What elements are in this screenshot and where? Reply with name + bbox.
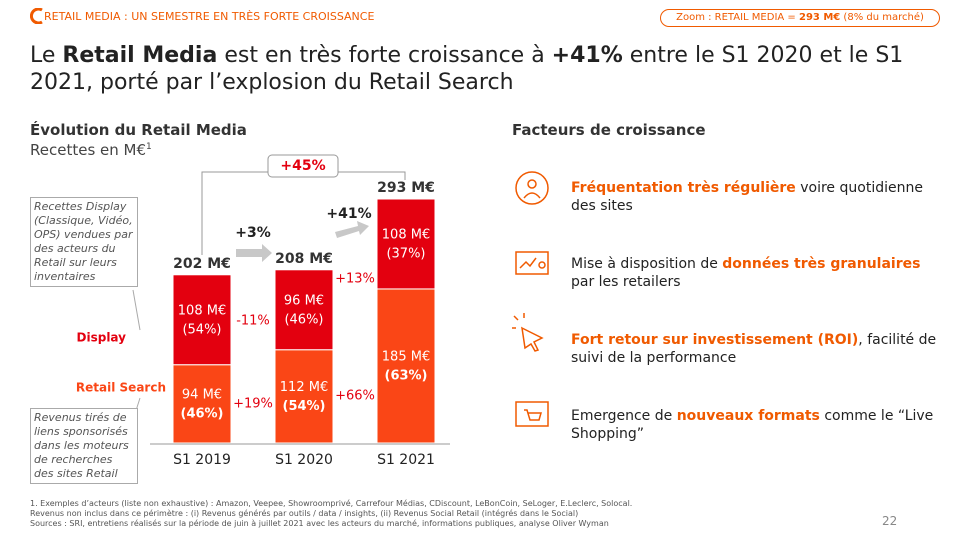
text: Emergence de (571, 408, 677, 424)
bar-segment (172, 274, 232, 366)
text: , facilité de suivi de la performance (571, 332, 937, 366)
bold-text: Fréquentation très régulière (571, 180, 796, 196)
bar-segment (274, 269, 334, 351)
share-label: (54%) (182, 322, 221, 337)
bold-text: 293 M€ (798, 12, 841, 23)
slide-title: Le Retail Media est en très forte croiss… (30, 42, 950, 96)
page-number: 22 (882, 514, 898, 528)
bar-segment (376, 288, 436, 444)
x-tick-label: S1 2019 (173, 452, 231, 468)
bold-text: données très granulaires (722, 256, 921, 272)
text: est en très forte croissance à (217, 43, 552, 68)
series-note: Revenus tirés de liens sponsorisés dans … (30, 408, 138, 484)
factor-item: Fréquentation très régulière voire quoti… (571, 179, 941, 215)
text: par les retailers (571, 274, 681, 290)
chart-title: Évolution du Retail Media (30, 121, 247, 139)
value-label: 108 M€ (178, 303, 226, 318)
share-label: (46%) (284, 312, 323, 327)
footnote: Revenus non inclus dans ce périmètre : (… (30, 509, 579, 518)
section-label: RETAIL MEDIA : UN SEMESTRE EN TRÈS FORTE… (44, 10, 375, 23)
bracket (201, 171, 268, 255)
share-label: (63%) (385, 368, 428, 383)
bracket (338, 171, 406, 180)
bold-text: nouveaux formats (676, 408, 820, 424)
total-growth-label: +41% (326, 206, 371, 222)
legend-label: Display (77, 331, 127, 345)
bold-text: Retail Media (62, 43, 218, 68)
legend-label: Retail Search (76, 381, 166, 395)
text: comme le “Live Shopping” (571, 408, 934, 442)
growth-label: +66% (335, 389, 375, 404)
series-note: Recettes Display (Classique, Vidéo, OPS)… (30, 197, 138, 287)
factor-item: Mise à disposition de données très granu… (571, 255, 941, 291)
factor-item: Emergence de nouveaux formats comme le “… (571, 407, 941, 443)
value-label: 185 M€ (382, 349, 430, 364)
value-label: 112 M€ (280, 380, 328, 395)
bar-segment (172, 364, 232, 444)
text: Zoom : RETAIL MEDIA = (676, 12, 799, 23)
footnote: Sources : SRI, entretiens réalisés sur l… (30, 519, 609, 528)
growth-label: -11% (236, 314, 270, 329)
text: Mise à disposition de (571, 256, 723, 272)
growth-label: +13% (335, 272, 375, 287)
factor-item: Fort retour sur investissement (ROI), fa… (571, 331, 941, 367)
zoom-box: Zoom : RETAIL MEDIA = 293 M€ (8% du marc… (660, 9, 940, 27)
bracket-box (267, 154, 339, 178)
subtitle-text: Recettes en M€ (30, 141, 147, 159)
text: entre le S1 2020 et le S1 2021, porté pa… (30, 43, 904, 95)
bold-text: +41% (551, 43, 623, 68)
share-label: (37%) (386, 246, 425, 261)
share-label: (54%) (283, 399, 326, 414)
total-label: 293 M€ (377, 180, 435, 196)
total-label: 208 M€ (275, 251, 333, 267)
footnote: 1. Exemples d’acteurs (liste non exhaust… (30, 499, 633, 508)
icons (512, 171, 549, 427)
logo (30, 8, 43, 24)
arrow (335, 221, 369, 238)
value-label: 94 M€ (182, 387, 222, 402)
subtitle-note: 1 (146, 142, 152, 152)
text: Le (30, 43, 63, 68)
x-tick-label: S1 2021 (377, 452, 435, 468)
arrow (236, 244, 272, 262)
value-label: 96 M€ (284, 293, 324, 308)
text: (8% du marché) (840, 12, 924, 23)
x-tick-label: S1 2020 (275, 452, 333, 468)
share-label: (46%) (181, 406, 224, 421)
factors-title: Facteurs de croissance (512, 121, 706, 139)
connector (132, 289, 141, 331)
bar-segment (274, 349, 334, 444)
overall-growth-label: +45% (280, 158, 325, 174)
total-label: 202 M€ (173, 256, 231, 272)
total-growth-label: +3% (235, 225, 271, 241)
bold-text: Fort retour sur investissement (ROI) (571, 332, 859, 348)
value-label: 108 M€ (382, 227, 430, 242)
bar-segment (376, 198, 436, 290)
text: voire quotidienne des sites (571, 180, 923, 214)
chart-subtitle: Recettes en M€1 (30, 141, 152, 159)
growth-label: +19% (233, 397, 273, 412)
